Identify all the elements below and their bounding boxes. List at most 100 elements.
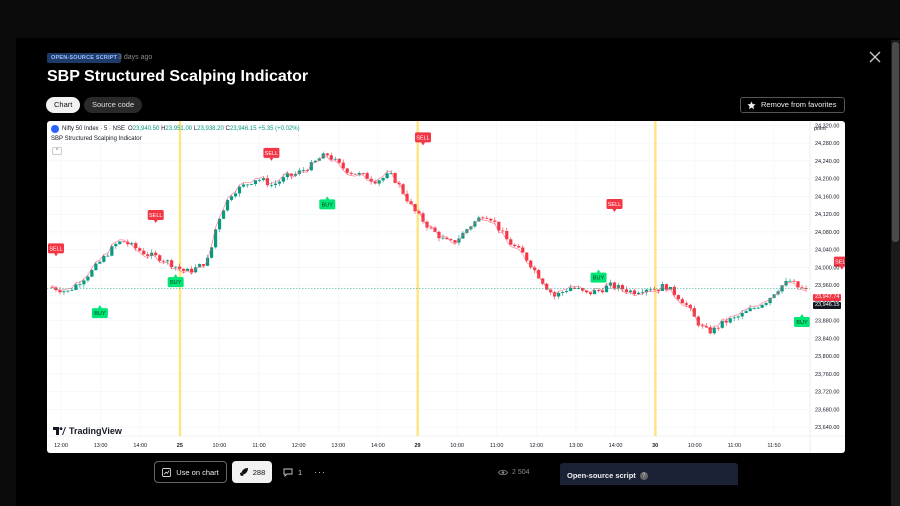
buy-signal: BUY: [794, 313, 811, 327]
candle-body: [449, 239, 453, 241]
candle-body: [130, 243, 134, 245]
candle-body: [437, 231, 441, 239]
candle-body: [345, 168, 349, 173]
scrollbar-thumb[interactable]: [892, 42, 899, 242]
x-tick-label: 25: [177, 443, 183, 449]
signal-label: SELL: [608, 202, 621, 208]
candle-body: [720, 320, 724, 328]
candle-body: [213, 229, 218, 248]
tab-chart[interactable]: Chart: [46, 97, 81, 113]
candle-body: [253, 180, 258, 184]
candle-body: [497, 221, 501, 231]
candle-body: [365, 173, 369, 179]
use-on-chart-button[interactable]: Use on chart: [154, 461, 227, 483]
candle-body: [289, 173, 293, 176]
candle-body: [405, 193, 409, 202]
sell-signal: SELL: [263, 147, 280, 161]
candle-body: [584, 290, 589, 293]
comments-button[interactable]: 1: [283, 461, 302, 483]
candle-body: [138, 248, 142, 251]
rocket-icon: [239, 468, 248, 476]
candle-body: [313, 160, 317, 163]
candle-body: [565, 291, 569, 292]
candle-body: [561, 291, 565, 293]
candle-body: [513, 244, 517, 247]
candle-body: [114, 244, 118, 247]
last-price-tag: 23,946.15: [813, 302, 842, 309]
nifty-logo-icon: [51, 125, 59, 133]
candle-body: [94, 263, 98, 271]
candle-body: [174, 266, 178, 268]
candle-body: [620, 285, 625, 290]
buy-signal: BUY: [91, 305, 108, 319]
candle-body: [780, 285, 784, 292]
symbol-legend: Nifty 50 Index · 5 · NSE O23,940.50 H23,…: [51, 124, 300, 134]
candle-body: [229, 196, 234, 200]
candle-body: [166, 260, 170, 262]
y-tick-label: 24,160.00: [815, 194, 839, 200]
candle-body: [569, 287, 573, 292]
y-tick-label: 23,840.00: [815, 336, 839, 342]
candle-body: [581, 288, 585, 291]
x-tick-label: 13:00: [94, 443, 108, 449]
candle-body: [241, 184, 246, 187]
candle-body: [592, 290, 597, 295]
candle-body: [66, 290, 70, 292]
signal-label: SELL: [149, 213, 162, 219]
candle-body: [596, 290, 601, 292]
chart-panel[interactable]: SELLBUYSELLBUYSELLBUYSELLSELLBUYSELLBUYB…: [47, 121, 845, 453]
candle-body: [600, 290, 605, 293]
y-tick-label: 24,320.00: [815, 123, 839, 129]
x-tick-label: 10:00: [213, 443, 227, 449]
candle-body: [293, 173, 297, 176]
candle-body: [321, 153, 325, 159]
candle-body: [441, 237, 445, 239]
candle-body: [676, 295, 680, 300]
candle-body: [652, 289, 656, 291]
candle-body: [202, 264, 206, 266]
tab-source-code[interactable]: Source code: [84, 97, 143, 113]
candle-body: [142, 250, 146, 255]
close-button[interactable]: [866, 48, 884, 66]
candle-body: [708, 327, 712, 334]
candle-body: [640, 292, 645, 294]
candle-body: [186, 268, 190, 271]
candle-body: [277, 181, 281, 184]
remove-from-favorites-button[interactable]: Remove from favorites: [740, 97, 846, 113]
candle-body: [604, 285, 609, 293]
candle-body: [221, 210, 226, 219]
x-tick-label: 14:00: [371, 443, 385, 449]
candle-body: [205, 257, 210, 266]
candle-body: [265, 178, 270, 186]
candle-body: [333, 158, 337, 160]
more-options-button[interactable]: ···: [314, 467, 326, 477]
candle-body: [632, 290, 637, 294]
candle-body: [190, 268, 194, 273]
candle-body: [357, 172, 361, 175]
collapse-legend-button[interactable]: ^: [52, 147, 62, 155]
candle-body: [158, 255, 162, 261]
candle-body: [273, 183, 277, 186]
candle-body: [178, 266, 182, 269]
ohlc-values: O23,940.50 H23,951.00 L23,938.20 C23,946…: [128, 126, 300, 132]
candle-body: [473, 221, 477, 227]
candle-body: [58, 290, 62, 293]
scrollbar[interactable]: [891, 40, 900, 506]
signal-label: BUY: [322, 202, 334, 208]
page-title: SBP Structured Scalping Indicator: [47, 68, 309, 85]
help-icon[interactable]: ?: [639, 472, 648, 480]
candle-body: [122, 241, 126, 243]
candle-body: [525, 252, 529, 261]
y-tick-label: 23,960.00: [815, 283, 839, 289]
boost-button[interactable]: 288: [232, 461, 272, 483]
candle-body: [90, 270, 94, 277]
price-chart[interactable]: SELLBUYSELLBUYSELLBUYSELLSELLBUYSELLBUYB…: [47, 121, 845, 453]
candle-body: [305, 170, 309, 171]
candle-body: [453, 240, 457, 243]
y-tick-label: 23,800.00: [815, 354, 839, 360]
sell-signal: SELL: [147, 210, 164, 224]
candle-body: [692, 308, 696, 317]
candle-body: [102, 255, 106, 262]
candle-body: [134, 243, 138, 249]
candle-body: [704, 326, 708, 328]
